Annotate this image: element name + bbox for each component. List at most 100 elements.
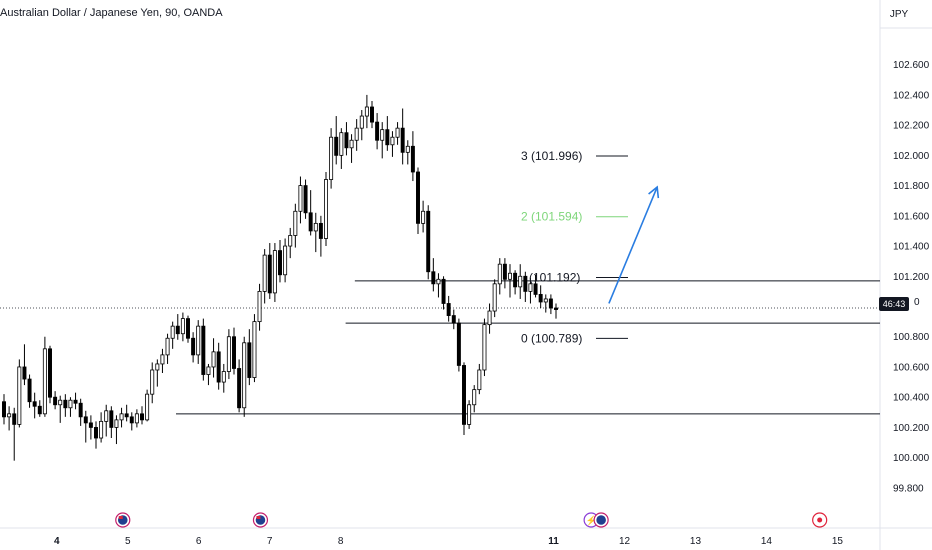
- candle-body: [329, 136, 334, 180]
- candle-body: [165, 337, 170, 356]
- time-tick-label: 12: [619, 536, 631, 547]
- candle-body: [283, 245, 288, 276]
- price-tick-label: 100.400: [893, 393, 930, 404]
- aud-flag-union: [256, 516, 261, 519]
- time-tick-label: 5: [125, 536, 131, 547]
- price-tick-label: 102.600: [893, 60, 930, 71]
- candle-body: [180, 318, 185, 335]
- candle-body: [237, 368, 242, 409]
- candle-body: [349, 139, 354, 149]
- candle-body: [22, 366, 27, 380]
- candle-body: [278, 250, 282, 276]
- candle-body: [426, 210, 431, 273]
- candle-body: [17, 366, 22, 425]
- candle-body: [288, 235, 293, 247]
- economic-event-dot: [817, 517, 823, 523]
- candle-body: [451, 315, 456, 324]
- candle-body: [318, 222, 323, 239]
- candle-body: [216, 351, 221, 383]
- candle-body: [528, 283, 533, 292]
- candle-body: [78, 402, 83, 418]
- candle-body: [99, 420, 104, 439]
- candle-body: [155, 363, 160, 371]
- projection-arrow-head: [648, 185, 660, 199]
- candle-body: [7, 413, 12, 418]
- time-tick-label: 8: [338, 536, 344, 547]
- candle-body: [467, 404, 472, 425]
- candle-body: [252, 321, 257, 378]
- fib-level-label: (101.192): [529, 270, 580, 284]
- price-tick-label: 102.200: [893, 121, 930, 132]
- candle-body: [492, 283, 497, 312]
- candle-body: [114, 419, 119, 428]
- candle-body: [175, 325, 180, 335]
- candle-body: [405, 145, 410, 153]
- candle-body: [359, 115, 364, 129]
- candle-body: [400, 127, 405, 153]
- fib-level-label: 0 (100.789): [521, 331, 582, 345]
- candle-body: [109, 410, 114, 428]
- projection-arrow[interactable]: [608, 186, 658, 304]
- candle-body: [73, 399, 78, 404]
- candle-body: [344, 132, 349, 149]
- time-tick-label: 11: [548, 536, 559, 547]
- candle-body: [303, 185, 308, 214]
- candle-body: [160, 354, 165, 365]
- candle-body: [221, 371, 226, 383]
- fib-level-label: 3 (101.996): [521, 149, 582, 163]
- candle-body: [226, 336, 231, 372]
- candle-body: [421, 210, 426, 224]
- candle-body: [293, 210, 298, 236]
- time-tick-label: 15: [832, 536, 844, 547]
- candle-body: [124, 413, 129, 418]
- candle-body: [201, 325, 206, 375]
- price-tick-label: 100.200: [893, 423, 930, 434]
- candle-body: [232, 336, 236, 369]
- candle-body: [53, 396, 58, 406]
- time-tick-label: 7: [267, 536, 273, 547]
- candle-body: [313, 222, 318, 232]
- candle-body: [482, 324, 487, 371]
- candle-body: [508, 272, 512, 280]
- candle-body: [48, 348, 52, 398]
- candle-body: [140, 413, 144, 421]
- candle-body: [27, 378, 32, 403]
- candle-body: [370, 106, 374, 123]
- candle-body: [543, 298, 548, 303]
- symbol-title[interactable]: Australian Dollar / Japanese Yen, 90, OA…: [0, 7, 223, 19]
- candle-body: [554, 307, 558, 310]
- candle-body: [150, 369, 155, 395]
- aud-flag-fill: [596, 515, 606, 525]
- candle-body: [206, 366, 211, 375]
- currency-button[interactable]: JPY: [889, 8, 909, 20]
- aud-flag-union: [118, 516, 123, 519]
- candle-body: [308, 212, 313, 232]
- candle-body: [211, 351, 216, 368]
- candle-body: [380, 129, 385, 141]
- candle-body: [247, 342, 252, 378]
- candle-body: [170, 325, 175, 339]
- candle-body: [487, 310, 492, 326]
- candle-body: [119, 413, 124, 421]
- candle-body: [272, 250, 277, 294]
- candle-body: [324, 179, 328, 239]
- candle-body: [37, 405, 42, 415]
- fib-level-label: 2 (101.594): [521, 210, 582, 224]
- candle-body: [518, 275, 523, 288]
- candle-body: [410, 145, 415, 173]
- candle-body: [32, 401, 37, 407]
- price-tick-label: 101.800: [893, 181, 930, 192]
- price-tick-label: 101.600: [893, 211, 930, 222]
- candle-body: [385, 129, 390, 146]
- candle-body: [462, 365, 466, 425]
- candle-body: [334, 136, 339, 156]
- candle-body: [242, 342, 247, 409]
- candle-body: [12, 413, 17, 425]
- price-tick-label: 100.800: [893, 332, 930, 343]
- time-tick-label: 4: [54, 536, 60, 547]
- candle-body: [145, 393, 150, 421]
- split-event-glyph: ⚡: [586, 515, 597, 527]
- candle-body: [416, 171, 420, 224]
